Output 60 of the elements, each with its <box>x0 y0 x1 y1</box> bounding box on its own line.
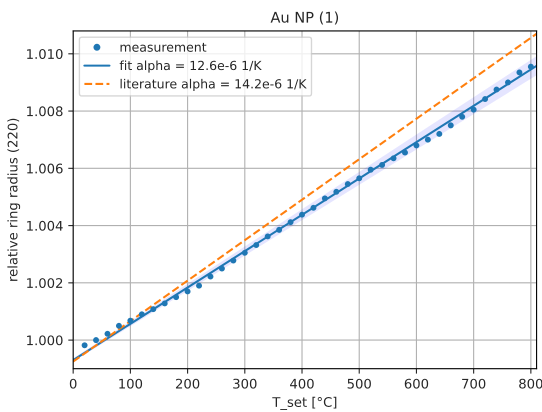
y-tick-label: 1.008 <box>27 106 63 116</box>
point <box>230 258 236 264</box>
point <box>276 226 282 233</box>
legend-label: measurement <box>120 42 206 52</box>
x-tick-label: 600 <box>404 378 428 389</box>
point <box>356 175 362 182</box>
point <box>184 288 191 294</box>
point <box>344 181 351 188</box>
point <box>368 166 374 173</box>
point <box>436 131 442 137</box>
point <box>208 274 214 280</box>
point <box>516 69 522 76</box>
point <box>390 155 396 162</box>
point <box>196 282 202 289</box>
y-tick-label: 1.002 <box>27 278 62 288</box>
y-axis-title: relative ring radius (220) <box>7 118 20 281</box>
point <box>424 136 431 143</box>
y-tick-label: 1.006 <box>27 164 63 174</box>
x-tick-label: 700 <box>462 378 486 389</box>
point <box>379 162 386 168</box>
point <box>528 64 534 70</box>
legend-label: fit alpha = 12.6e-6 1/K <box>120 60 262 73</box>
point <box>150 306 156 312</box>
point <box>116 322 122 329</box>
point <box>93 337 99 344</box>
y-tick-label: 1.004 <box>27 220 63 231</box>
point <box>162 300 168 306</box>
point <box>322 195 328 202</box>
x-tick-label: 0 <box>70 378 76 389</box>
x-tick-label: 400 <box>290 378 314 389</box>
point <box>333 188 340 195</box>
point <box>482 96 488 102</box>
x-tick-label: 500 <box>348 378 371 389</box>
point <box>82 342 88 348</box>
chart-title: Au NP (1) <box>270 12 338 24</box>
point <box>459 114 466 120</box>
legend-label: literature alpha = 14.2e-6 1/K <box>120 78 307 91</box>
point <box>253 242 260 248</box>
x-tick-label: 300 <box>233 378 257 389</box>
x-tick-label: 100 <box>119 378 142 389</box>
point <box>127 318 134 324</box>
point <box>138 311 145 318</box>
point <box>470 106 477 113</box>
point <box>299 212 305 218</box>
y-tick-label: 1.000 <box>27 335 63 346</box>
point <box>494 86 500 93</box>
point <box>264 234 271 240</box>
point <box>288 219 294 226</box>
point <box>173 294 180 300</box>
point <box>402 150 408 156</box>
point <box>242 250 248 256</box>
point <box>448 122 454 128</box>
y-tick-label: 1.010 <box>27 49 63 60</box>
x-axis-title: T_set [°C] <box>272 396 336 410</box>
point <box>104 330 110 337</box>
x-tick-label: 200 <box>176 378 200 389</box>
point <box>413 142 420 148</box>
point <box>218 266 225 272</box>
point <box>505 79 511 86</box>
point <box>310 204 316 211</box>
